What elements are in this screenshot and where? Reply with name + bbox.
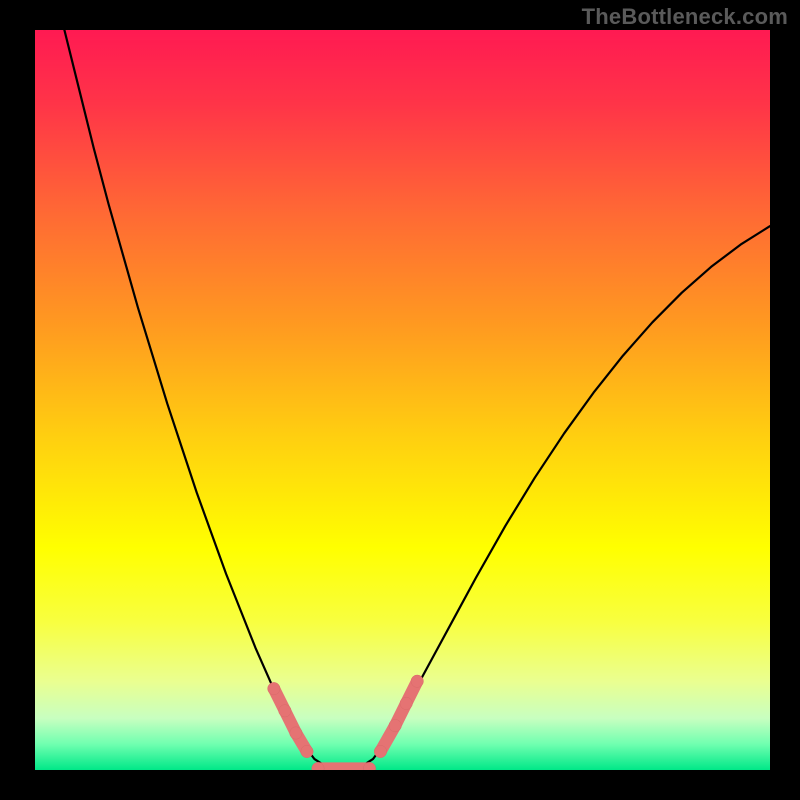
plot-area <box>35 30 770 770</box>
chart-container: TheBottleneck.com <box>0 0 800 800</box>
watermark-text: TheBottleneck.com <box>582 4 788 30</box>
plot-svg <box>35 30 770 770</box>
